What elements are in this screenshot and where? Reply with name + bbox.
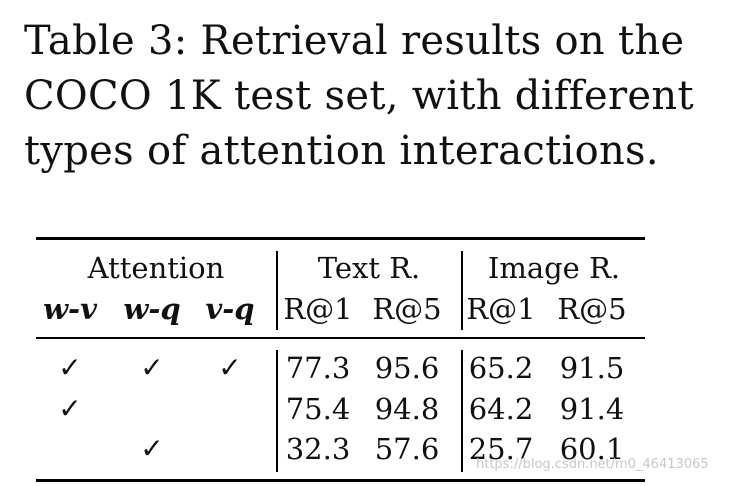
bottom-rule bbox=[36, 479, 645, 482]
table-cell: 91.4 bbox=[559, 392, 625, 426]
header-w-v: w-v bbox=[43, 292, 97, 326]
caption-line-1: Table 3: Retrieval results on the bbox=[24, 18, 685, 64]
table-cell: 65.2 bbox=[468, 351, 534, 385]
header-w-q: w-q bbox=[123, 292, 181, 326]
table-cell: 77.3 bbox=[285, 351, 351, 385]
table-cell: 32.3 bbox=[285, 432, 351, 466]
header-v-q: v-q bbox=[205, 292, 255, 326]
table-caption: Table 3: Retrieval results on the COCO 1… bbox=[24, 14, 739, 179]
check-icon: ✓ bbox=[140, 351, 164, 384]
table-cell: 57.6 bbox=[374, 432, 440, 466]
column-divider bbox=[276, 350, 278, 472]
check-icon: ✓ bbox=[58, 392, 82, 425]
header-image-r5: R@5 bbox=[557, 292, 627, 326]
header-text-retrieval: Text R. bbox=[317, 251, 421, 285]
table-cell: 91.5 bbox=[559, 351, 625, 385]
header-image-r1: R@1 bbox=[466, 292, 536, 326]
column-divider bbox=[461, 251, 463, 330]
column-divider bbox=[276, 251, 278, 330]
table-cell: 95.6 bbox=[374, 351, 440, 385]
table-cell: 25.7 bbox=[468, 432, 534, 466]
table-cell: 60.1 bbox=[559, 432, 625, 466]
column-divider bbox=[461, 350, 463, 472]
header-text-r5: R@5 bbox=[372, 292, 442, 326]
check-icon: ✓ bbox=[58, 351, 82, 384]
header-attention: Attention bbox=[87, 251, 225, 285]
header-image-retrieval: Image R. bbox=[487, 251, 621, 285]
table-cell: 75.4 bbox=[285, 392, 351, 426]
header-text-r1: R@1 bbox=[283, 292, 353, 326]
mid-rule bbox=[36, 337, 645, 339]
caption-line-2: COCO 1K test set, with different bbox=[24, 73, 694, 119]
top-rule bbox=[36, 237, 645, 240]
table-cell: 94.8 bbox=[374, 392, 440, 426]
check-icon: ✓ bbox=[218, 351, 242, 384]
table-cell: 64.2 bbox=[468, 392, 534, 426]
check-icon: ✓ bbox=[140, 432, 164, 465]
watermark: https://blog.csdn.net/m0_46413065 bbox=[476, 457, 709, 472]
caption-line-3: types of attention interactions. bbox=[24, 128, 659, 174]
